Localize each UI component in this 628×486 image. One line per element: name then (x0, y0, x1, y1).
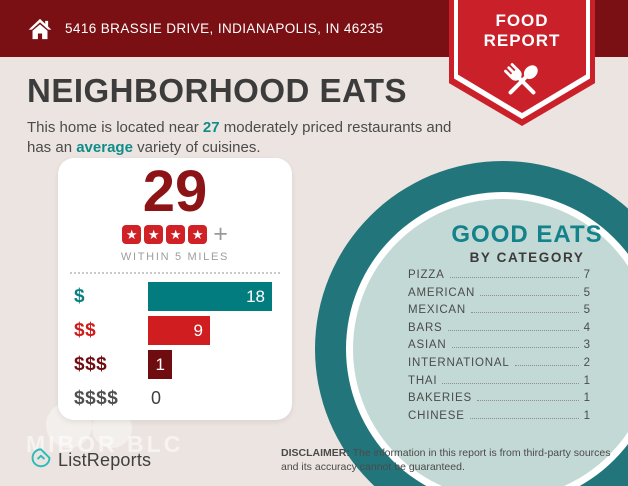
price-bar-row: $$ 9 (58, 314, 292, 348)
dotted-leader (449, 277, 579, 278)
intro-text-2: moderately priced restaurants and has an (27, 119, 452, 157)
category-label: BAKERIES (408, 392, 472, 405)
listreports-brand: ListReports (30, 447, 151, 474)
food-report-ribbon: FOOD REPORT (449, 0, 595, 126)
category-count: 5 (583, 286, 590, 299)
category-count: 2 (583, 356, 590, 369)
stars-row: ★ ★ ★ ★ + (58, 219, 292, 248)
plus-sign: + (213, 219, 228, 248)
category-row: THAI 1 (408, 375, 590, 387)
price-bar-zero-value: 0 (151, 388, 162, 409)
category-count: 7 (583, 269, 590, 281)
disclaimer-text: The information in this report is from t… (281, 447, 611, 473)
good-eats-header: GOOD EATS BY CATEGORY (423, 221, 628, 265)
price-bar: 1 (148, 350, 172, 380)
category-label: CHINESE (408, 409, 465, 422)
page-title: NEIGHBORHOOD EATS (27, 72, 408, 109)
dotted-leader (514, 364, 579, 366)
category-count: 4 (583, 321, 590, 334)
disclaimer: DISCLAIMER: The information in this repo… (281, 447, 615, 475)
disclaimer-label: DISCLAIMER: (281, 447, 350, 459)
dotted-leader (469, 417, 579, 419)
price-bar: 9 (148, 316, 210, 346)
price-level-label: $ (74, 285, 86, 307)
category-count: 1 (583, 374, 590, 387)
price-level-label: $$ (74, 319, 97, 341)
category-count: 5 (583, 304, 590, 317)
restaurant-count-highlight: 27 (202, 119, 220, 136)
price-bar: 18 (148, 282, 272, 312)
dotted-leader (480, 294, 579, 296)
house-icon (27, 16, 53, 42)
intro-text-1: This home is located near (27, 119, 203, 136)
radius-label: WITHIN 5 MILES (120, 250, 230, 263)
category-row: PIZZA 7 (408, 269, 590, 281)
intro-sentence: This home is located near 27 moderately … (27, 118, 459, 159)
dotted-leader (442, 382, 579, 384)
watermark-text: MIBOR BLC (26, 431, 184, 457)
category-count: 1 (583, 409, 590, 422)
dotted-leader (447, 329, 579, 331)
restaurant-summary-card: 29 ★ ★ ★ ★ + WITHIN 5 MILES $18 $$ 9 $$$ 1 $$$$ 0 (58, 158, 292, 420)
intro-section: NEIGHBORHOOD EATS This home is located n… (27, 72, 467, 159)
rating-stars: ★ ★ ★ ★ (122, 224, 208, 244)
category-row: AMERICAN 5 (408, 287, 590, 299)
category-count: 3 (583, 339, 590, 352)
category-label: PIZZA (408, 269, 445, 281)
property-address: 5416 BRASSIE DRIVE, INDIANAPOLIS, IN 462… (65, 21, 384, 36)
category-row: CHINESE 1 (408, 410, 590, 422)
category-label: ASIAN (408, 339, 447, 352)
category-row: BARS 4 (408, 322, 590, 334)
good-eats-subtitle: BY CATEGORY (469, 250, 585, 265)
crossed-utensils-icon (499, 58, 545, 109)
restaurant-count: 29 (142, 159, 208, 224)
category-label: BARS (408, 321, 443, 334)
dotted-leader (476, 400, 579, 402)
price-bar-chart: $18 $$ 9 $$$ 1 $$$$ 0 (58, 280, 292, 416)
category-label: THAI (408, 374, 438, 387)
category-row: MEXICAN 5 (408, 304, 590, 316)
listreports-logo-icon (30, 447, 52, 474)
star-icon: ★ (122, 224, 142, 244)
ribbon-title-line2: REPORT (483, 31, 561, 51)
category-label: AMERICAN (408, 286, 476, 299)
price-level-label: $$$ (74, 353, 108, 375)
variety-highlight: average (76, 139, 133, 157)
star-icon: ★ (166, 224, 186, 244)
star-icon: ★ (188, 224, 208, 244)
good-eats-circle (353, 199, 628, 486)
category-row: BAKERIES 1 (408, 392, 590, 404)
price-level-label: $$$$ (74, 387, 119, 409)
intro-text-3: variety of cuisines. (132, 139, 261, 157)
price-bar-row: $$$ 1 (58, 348, 292, 382)
price-bar-row: $$$$ 0 (58, 382, 292, 416)
category-row: INTERNATIONAL 2 (408, 357, 590, 369)
ribbon-title: FOOD REPORT (449, 11, 595, 52)
listreports-wordmark: ListReports (58, 450, 152, 470)
category-label: INTERNATIONAL (408, 356, 510, 369)
category-list: PIZZA 7 AMERICAN 5 MEXICAN 5 BARS 4 ASIAN 3 INTERN… (408, 269, 590, 427)
dotted-divider (70, 271, 280, 274)
category-label: MEXICAN (408, 304, 466, 317)
price-bar-row: $18 (58, 280, 292, 314)
dotted-leader (471, 312, 579, 314)
ribbon-title-line1: FOOD (495, 11, 549, 30)
star-icon: ★ (144, 224, 164, 244)
good-eats-title: GOOD EATS (451, 221, 603, 248)
category-row: ASIAN 3 (408, 339, 590, 351)
category-count: 1 (583, 392, 590, 405)
dotted-leader (451, 347, 579, 349)
